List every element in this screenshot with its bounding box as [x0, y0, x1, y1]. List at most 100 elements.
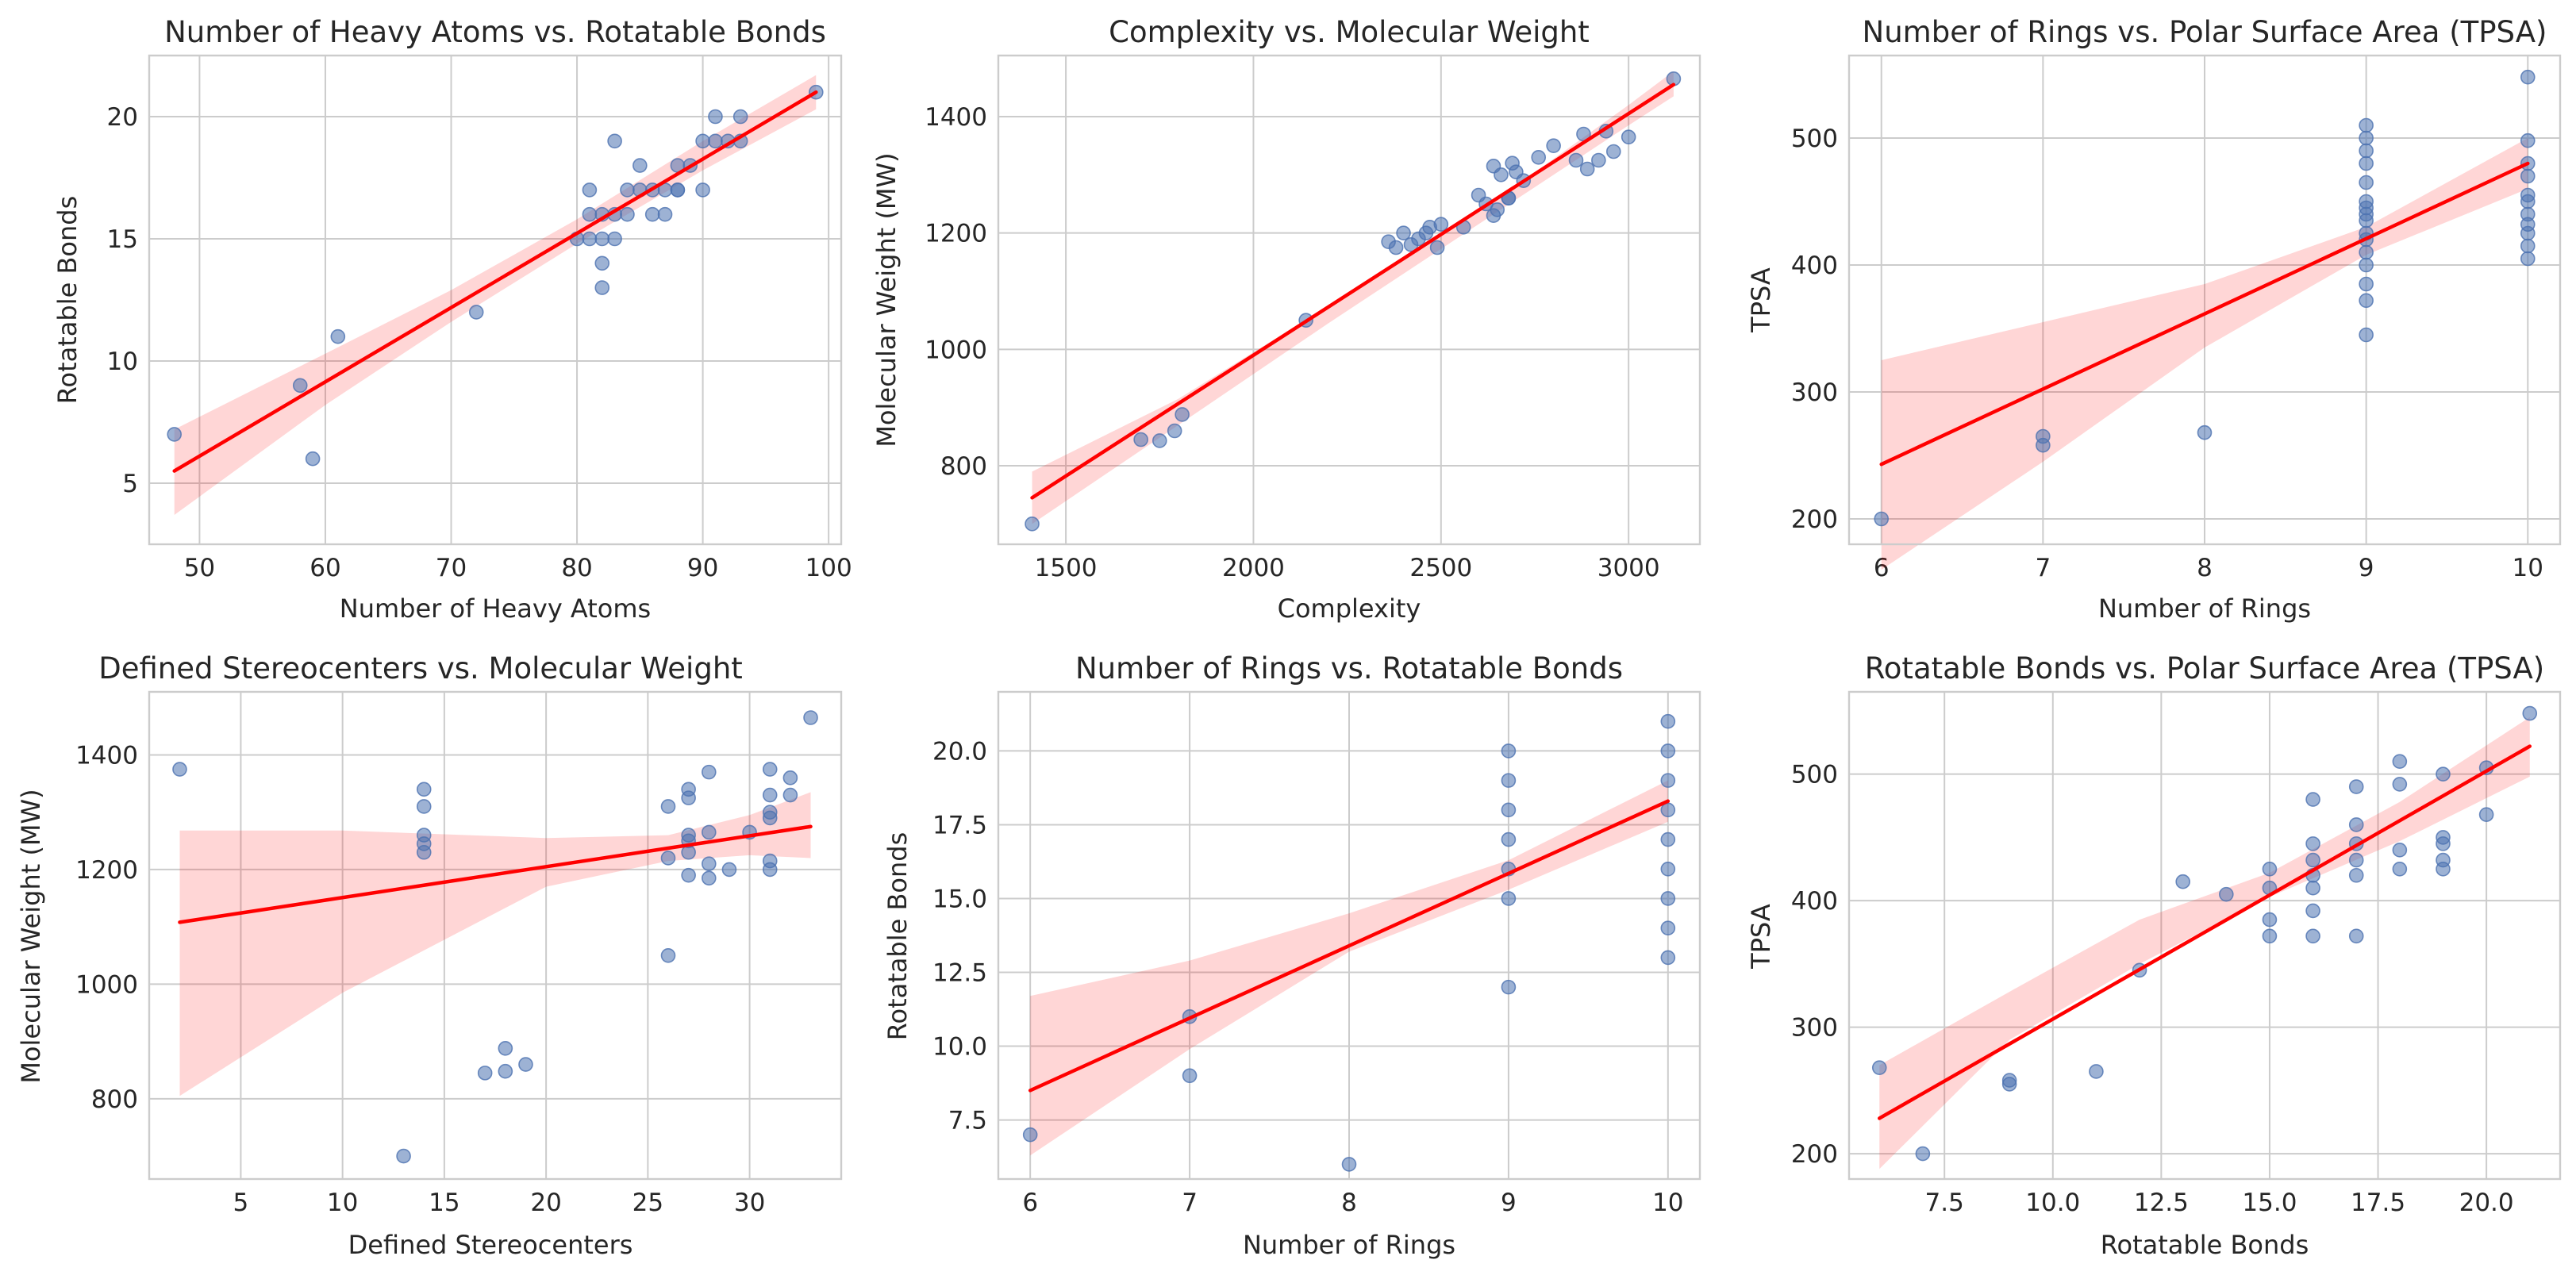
y-tick-label: 12.5 — [932, 959, 987, 988]
data-point — [708, 133, 723, 149]
data-point — [2522, 705, 2538, 721]
data-point — [1579, 161, 1595, 177]
data-point — [701, 870, 717, 886]
panel-title: Number of Heavy Atoms vs. Rotatable Bond… — [164, 15, 826, 49]
data-point — [620, 206, 635, 222]
panel-title: Complexity vs. Molecular Weight — [1109, 15, 1590, 49]
data-point — [2359, 117, 2374, 133]
data-point — [660, 947, 676, 963]
plot-area: 6 7 8 9 10 200 300 400 500 — [1791, 54, 2562, 582]
data-point — [2219, 886, 2234, 902]
data-point — [1152, 433, 1167, 448]
data-point — [708, 109, 723, 125]
data-point — [396, 1148, 411, 1164]
data-point — [2392, 777, 2408, 792]
x-tick-label: 2000 — [1222, 554, 1285, 582]
data-point — [1341, 1157, 1357, 1172]
data-point — [695, 182, 710, 198]
data-point — [2036, 437, 2051, 453]
data-point — [2520, 238, 2536, 254]
y-axis-label: Rotatable Bonds — [882, 832, 913, 1041]
data-point — [1433, 217, 1449, 232]
data-point — [782, 787, 798, 803]
data-point — [1025, 517, 1040, 532]
data-point — [644, 206, 660, 222]
x-axis-label: Rotatable Bonds — [2101, 1230, 2309, 1260]
y-tick-label: 1400 — [75, 741, 138, 770]
data-point — [1486, 159, 1501, 174]
y-tick-label: 20.0 — [932, 737, 987, 766]
axes-frame — [1847, 54, 2562, 546]
y-axis-label: Molecular Weight (MW) — [871, 152, 902, 447]
data-point — [2305, 852, 2320, 868]
data-point — [1501, 832, 1517, 847]
data-point — [2348, 852, 2364, 868]
data-point — [1429, 240, 1445, 255]
data-point — [582, 182, 598, 198]
data-point — [620, 182, 635, 198]
x-tick-label: 7 — [1182, 1189, 1198, 1217]
panel-title: Number of Rings vs. Rotatable Bonds — [1075, 651, 1623, 686]
data-point — [498, 1063, 513, 1079]
panel-stereocenters-vs-molecular-weight: 5 10 15 20 25 30 800 1000 1200 1400 Defined Stere… — [16, 651, 843, 1260]
confidence-band — [1032, 71, 1674, 524]
x-tick-label: 20.0 — [2459, 1189, 2514, 1217]
y-tick-label: 1400 — [925, 103, 987, 132]
x-tick-label: 7.5 — [1925, 1189, 1964, 1217]
data-point — [657, 206, 673, 222]
plot-area: 1500 2000 2500 3000 800 1000 1200 1400 — [925, 54, 1701, 582]
data-point — [1660, 861, 1676, 877]
x-tick-label: 8 — [1341, 1189, 1357, 1217]
plot-area: 5 10 15 20 25 30 800 1000 1200 1400 — [75, 690, 843, 1217]
data-point — [468, 305, 484, 320]
x-tick-label: 15.0 — [2242, 1189, 2297, 1217]
x-tick-label: 100 — [805, 554, 852, 582]
panel-complexity-vs-molecular-weight: 1500 2000 2500 3000 800 1000 1200 1400 Complexi… — [871, 15, 1701, 624]
data-point — [1660, 773, 1676, 788]
panel-rings-vs-rotatable-bonds: 6 7 8 9 10 7.5 10.0 12.5 15.0 17.5 20.0 Number of … — [882, 651, 1701, 1260]
y-tick-label: 500 — [1791, 125, 1838, 153]
data-point — [2436, 852, 2451, 868]
x-tick-label: 6 — [1022, 1189, 1038, 1217]
x-tick-label: 10 — [327, 1189, 358, 1217]
data-point — [582, 231, 598, 247]
data-point — [2359, 143, 2374, 159]
y-tick-label: 500 — [1791, 761, 1838, 789]
y-axis-label: TPSA — [1746, 267, 1776, 333]
data-point — [167, 427, 183, 442]
data-point — [2305, 836, 2320, 851]
panel-title: Rotatable Bonds vs. Polar Surface Area (… — [1865, 651, 2544, 686]
data-point — [2001, 1077, 2017, 1092]
data-point — [2520, 206, 2536, 222]
x-tick-label: 9 — [2359, 554, 2374, 582]
x-tick-label: 8 — [2197, 554, 2213, 582]
x-tick-label: 70 — [436, 554, 467, 582]
axes-frame — [148, 54, 843, 546]
y-tick-label: 1200 — [75, 856, 138, 885]
data-point — [732, 109, 748, 125]
data-point — [2262, 928, 2278, 944]
data-point — [632, 158, 648, 173]
y-tick-label: 17.5 — [932, 811, 987, 839]
x-axis-label: Number of Heavy Atoms — [340, 593, 651, 624]
x-tick-label: 30 — [734, 1189, 765, 1217]
data-point — [1660, 950, 1676, 966]
data-point — [2348, 817, 2364, 832]
data-point — [2436, 766, 2451, 782]
data-point — [762, 805, 778, 820]
y-tick-label: 10 — [107, 348, 138, 376]
data-point — [1568, 152, 1584, 168]
y-tick-label: 800 — [940, 452, 987, 481]
data-point — [2359, 293, 2374, 309]
data-point — [2520, 187, 2536, 203]
regression-line — [1877, 744, 2532, 1120]
y-tick-label: 300 — [1791, 378, 1838, 407]
data-point — [2520, 69, 2536, 85]
x-axis-label: Defined Stereocenters — [348, 1230, 633, 1260]
y-tick-label: 300 — [1791, 1014, 1838, 1043]
regression-line — [172, 90, 818, 473]
y-tick-label: 200 — [1791, 505, 1838, 534]
axes-frame — [997, 690, 1701, 1181]
y-tick-label: 400 — [1791, 252, 1838, 280]
